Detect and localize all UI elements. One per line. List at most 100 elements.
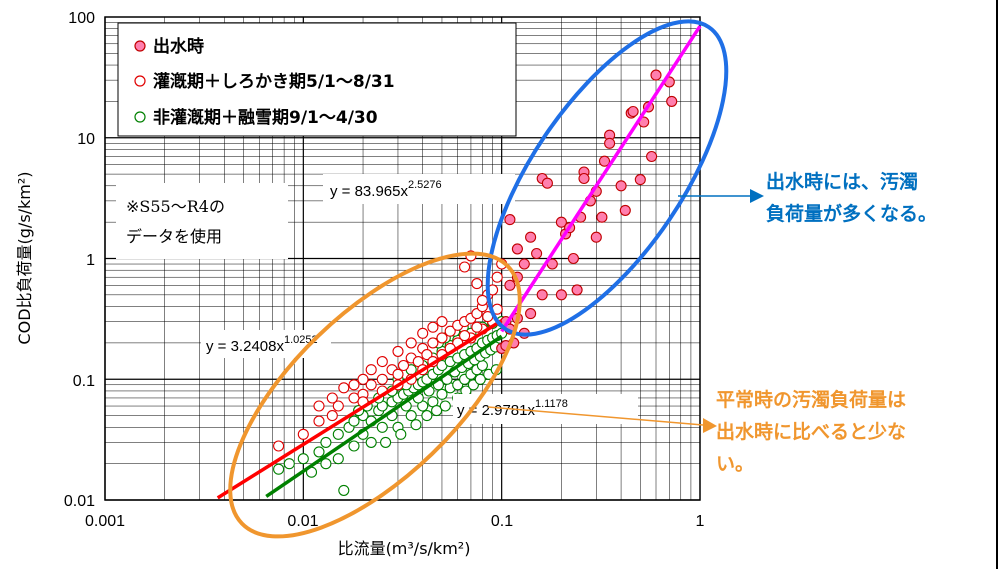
trendline-2 xyxy=(265,334,503,498)
data-point xyxy=(567,252,579,265)
legend-label-non-irrigation: 非灌漑期＋融雪期9/1～4/30 xyxy=(153,107,378,128)
data-point xyxy=(444,325,456,337)
data-point xyxy=(436,388,448,400)
data-point xyxy=(504,214,516,226)
data-point xyxy=(326,392,338,404)
normal-ellipse xyxy=(228,251,522,539)
y-tick-labels: 100 10 1 0.1 0.01 xyxy=(64,10,95,510)
x-tick-label: 0.01 xyxy=(287,513,318,530)
data-point xyxy=(376,356,388,368)
data-point xyxy=(392,368,404,380)
note-box xyxy=(116,183,288,259)
legend-marker-non-irrigation xyxy=(134,111,146,123)
note-line-1: ※S55～R4の xyxy=(126,197,225,216)
data-point xyxy=(405,337,417,349)
data-point xyxy=(650,69,662,81)
x-axis-title: 比流量(m³/s/km²) xyxy=(338,539,471,558)
data-point xyxy=(436,332,448,344)
y-tick-label: 0.1 xyxy=(73,373,95,390)
data-point xyxy=(320,458,332,470)
x-tick-labels: 0.001 0.01 0.1 1 xyxy=(85,513,705,530)
data-point xyxy=(357,373,369,385)
arrow-head xyxy=(703,418,717,433)
data-point xyxy=(338,382,350,394)
data-point xyxy=(666,95,678,107)
data-note: ※S55～R4の データを使用 xyxy=(116,183,288,259)
trendline-1 xyxy=(216,319,503,500)
data-point xyxy=(646,150,658,163)
data-point xyxy=(421,349,433,361)
trendlines xyxy=(216,25,702,500)
data-point xyxy=(619,204,631,216)
data-point xyxy=(531,247,543,260)
data-point xyxy=(348,379,360,391)
arrow-line xyxy=(487,406,704,426)
data-point xyxy=(283,458,295,470)
data-point xyxy=(476,294,488,306)
plot-area-border xyxy=(104,16,701,501)
equation-text-flood: y = 83.965x2.5276 xyxy=(330,179,442,200)
data-point xyxy=(596,211,608,223)
y-tick-label: 100 xyxy=(68,10,95,27)
data-point xyxy=(471,321,483,333)
blue-callout-arrow xyxy=(678,189,764,203)
data-point xyxy=(410,419,422,431)
legend-marker-irrigation xyxy=(134,75,146,87)
data-point xyxy=(615,180,627,192)
data-point xyxy=(395,428,407,440)
callout-normal-line-3: い。 xyxy=(716,453,754,475)
flood-ellipse xyxy=(485,19,729,337)
data-point xyxy=(365,364,377,376)
data-point xyxy=(504,279,516,291)
data-point xyxy=(431,405,443,417)
orange-callout-arrow xyxy=(487,406,717,433)
y-tick-label: 0.01 xyxy=(64,493,95,510)
data-point xyxy=(555,289,567,301)
data-point xyxy=(627,105,639,118)
data-point xyxy=(338,484,350,496)
right-border xyxy=(996,0,998,569)
data-point xyxy=(598,155,611,167)
x-tick-label: 1 xyxy=(696,513,705,530)
data-point xyxy=(273,440,285,452)
y-tick-label: 1 xyxy=(86,252,95,269)
legend-label-flood: 出水時 xyxy=(153,36,204,57)
data-point xyxy=(571,284,583,296)
data-point xyxy=(297,453,309,465)
y-tick-label: 10 xyxy=(77,131,95,148)
legend-label-irrigation: 灌漑期＋しろかき期5/1～8/31 xyxy=(153,71,395,92)
data-point xyxy=(604,137,616,149)
callout-flood-line-2: 負荷量が多くなる。 xyxy=(766,202,937,225)
data-point xyxy=(332,453,344,465)
data-point xyxy=(348,440,360,452)
data-point xyxy=(392,345,404,357)
callout-flood-line-1: 出水時には、汚濁 xyxy=(766,170,918,193)
data-point xyxy=(536,289,548,301)
data-point xyxy=(590,231,602,243)
data-point xyxy=(634,174,646,186)
data-point xyxy=(365,379,377,391)
data-point xyxy=(376,373,388,385)
data-point xyxy=(313,446,325,458)
data-point xyxy=(511,243,523,255)
arrow-head xyxy=(750,189,764,203)
callout-normal-line-2: 出水時に比べると少な xyxy=(716,420,906,443)
x-tick-label: 0.001 xyxy=(85,513,125,530)
equation-flood: y = 83.965x2.5276 xyxy=(323,174,515,204)
data-point xyxy=(555,216,567,228)
data-point xyxy=(273,463,285,475)
legend: 出水時 灌漑期＋しろかき期5/1～8/31 非灌漑期＋融雪期9/1～4/30 xyxy=(117,22,517,137)
data-point xyxy=(427,321,439,333)
data-point xyxy=(471,278,483,290)
legend-box xyxy=(117,22,517,137)
data-point xyxy=(297,428,309,440)
data-point xyxy=(578,172,590,185)
data-point xyxy=(417,327,429,339)
legend-marker-flood xyxy=(134,40,146,52)
data-point xyxy=(405,410,417,422)
trendline-0 xyxy=(500,25,702,333)
data-point xyxy=(365,436,377,448)
data-point xyxy=(439,400,451,412)
data-point xyxy=(518,258,530,270)
data-point xyxy=(474,373,486,385)
